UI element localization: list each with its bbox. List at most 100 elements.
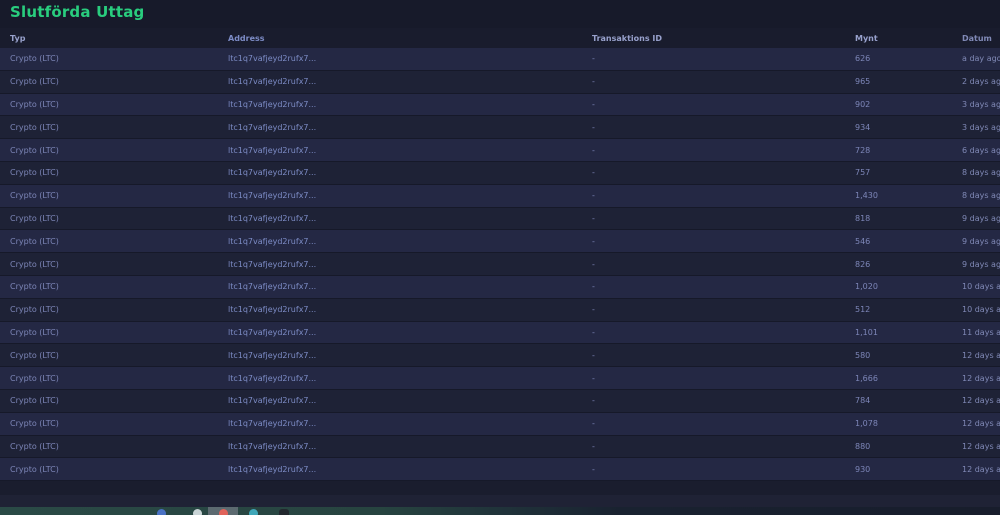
row-cell-mynt: 826	[855, 259, 871, 269]
row-cell-transaktions-id: -	[592, 145, 595, 155]
blue-app-icon[interactable]	[157, 509, 166, 515]
row-cell-address[interactable]: ltc1q7vafjeyd2rufx7...	[228, 145, 317, 155]
column-header-datum[interactable]: Datum	[962, 33, 992, 43]
row-cell-address[interactable]: ltc1q7vafjeyd2rufx7...	[228, 122, 317, 132]
table-row[interactable]: Crypto (LTC) ltc1q7vafjeyd2rufx7... - 1,…	[0, 412, 1000, 436]
row-cell-address[interactable]: ltc1q7vafjeyd2rufx7...	[228, 350, 317, 360]
row-cell-transaktions-id: -	[592, 99, 595, 109]
row-cell-typ: Crypto (LTC)	[10, 236, 59, 246]
row-cell-address[interactable]: ltc1q7vafjeyd2rufx7...	[228, 441, 317, 451]
taskbar[interactable]	[0, 507, 1000, 515]
row-cell-address[interactable]: ltc1q7vafjeyd2rufx7...	[228, 191, 317, 201]
table-row[interactable]: Crypto (LTC) ltc1q7vafjeyd2rufx7... - 82…	[0, 253, 1000, 276]
table-row[interactable]: Crypto (LTC) ltc1q7vafjeyd2rufx7... - 93…	[0, 116, 1000, 140]
table-row[interactable]: Crypto (LTC) ltc1q7vafjeyd2rufx7... - 1,…	[0, 367, 1000, 390]
row-cell-transaktions-id: -	[592, 259, 595, 269]
row-cell-typ: Crypto (LTC)	[10, 191, 59, 201]
table-row[interactable]: Crypto (LTC) ltc1q7vafjeyd2rufx7... - 1,…	[0, 184, 1000, 208]
row-cell-mynt: 934	[855, 122, 871, 132]
row-cell-mynt: 546	[855, 236, 871, 246]
row-cell-address[interactable]: ltc1q7vafjeyd2rufx7...	[228, 419, 317, 429]
row-cell-address[interactable]: ltc1q7vafjeyd2rufx7...	[228, 99, 317, 109]
row-cell-typ: Crypto (LTC)	[10, 396, 59, 406]
row-cell-datum: 8 days ago	[962, 191, 1000, 201]
row-cell-transaktions-id: -	[592, 77, 595, 87]
row-cell-mynt: 512	[855, 305, 871, 315]
row-cell-mynt: 902	[855, 99, 871, 109]
row-cell-address[interactable]: ltc1q7vafjeyd2rufx7...	[228, 373, 317, 383]
row-cell-mynt: 1,430	[855, 191, 878, 201]
row-cell-typ: Crypto (LTC)	[10, 327, 59, 337]
row-cell-datum: 12 days ago	[962, 441, 1000, 451]
table-header-row: Typ Address Transaktions ID Mynt Datum	[0, 28, 1000, 48]
table-row[interactable]: Crypto (LTC) ltc1q7vafjeyd2rufx7... - 96…	[0, 70, 1000, 94]
row-cell-datum: 3 days ago	[962, 122, 1000, 132]
row-cell-address[interactable]: ltc1q7vafjeyd2rufx7...	[228, 236, 317, 246]
table-row[interactable]: Crypto (LTC) ltc1q7vafjeyd2rufx7... - 51…	[0, 298, 1000, 322]
row-cell-address[interactable]: ltc1q7vafjeyd2rufx7...	[228, 54, 317, 64]
row-cell-mynt: 880	[855, 441, 871, 451]
table-row[interactable]: Crypto (LTC) ltc1q7vafjeyd2rufx7... - 81…	[0, 207, 1000, 231]
withdrawals-table: Typ Address Transaktions ID Mynt Datum C…	[0, 28, 1000, 482]
column-header-mynt[interactable]: Mynt	[855, 33, 878, 43]
row-cell-typ: Crypto (LTC)	[10, 282, 59, 292]
row-cell-typ: Crypto (LTC)	[10, 99, 59, 109]
row-cell-typ: Crypto (LTC)	[10, 259, 59, 269]
row-cell-mynt: 1,078	[855, 419, 878, 429]
row-cell-address[interactable]: ltc1q7vafjeyd2rufx7...	[228, 259, 317, 269]
row-cell-address[interactable]: ltc1q7vafjeyd2rufx7...	[228, 168, 317, 178]
row-cell-transaktions-id: -	[592, 168, 595, 178]
column-header-typ[interactable]: Typ	[10, 33, 26, 43]
row-cell-transaktions-id: -	[592, 464, 595, 474]
row-cell-mynt: 818	[855, 213, 871, 223]
row-cell-mynt: 757	[855, 168, 871, 178]
column-header-address[interactable]: Address	[228, 33, 265, 43]
row-cell-address[interactable]: ltc1q7vafjeyd2rufx7...	[228, 213, 317, 223]
row-cell-address[interactable]: ltc1q7vafjeyd2rufx7...	[228, 77, 317, 87]
row-cell-datum: 12 days ago	[962, 396, 1000, 406]
row-cell-datum: 6 days ago	[962, 145, 1000, 155]
table-row[interactable]: Crypto (LTC) ltc1q7vafjeyd2rufx7... - 1,…	[0, 321, 1000, 345]
row-cell-transaktions-id: -	[592, 419, 595, 429]
dark-app-icon[interactable]	[279, 509, 289, 515]
row-cell-address[interactable]: ltc1q7vafjeyd2rufx7...	[228, 396, 317, 406]
row-cell-address[interactable]: ltc1q7vafjeyd2rufx7...	[228, 305, 317, 315]
teal-app-icon[interactable]	[249, 509, 258, 515]
row-cell-datum: 12 days ago	[962, 373, 1000, 383]
table-body: Crypto (LTC) ltc1q7vafjeyd2rufx7... - 62…	[0, 48, 1000, 482]
row-cell-typ: Crypto (LTC)	[10, 145, 59, 155]
active-app-icon[interactable]	[219, 509, 228, 515]
table-row[interactable]: Crypto (LTC) ltc1q7vafjeyd2rufx7... - 93…	[0, 458, 1000, 482]
row-cell-datum: 12 days ago	[962, 350, 1000, 360]
row-cell-transaktions-id: -	[592, 396, 595, 406]
row-cell-transaktions-id: -	[592, 305, 595, 315]
row-cell-typ: Crypto (LTC)	[10, 168, 59, 178]
light-app-icon[interactable]	[193, 509, 202, 515]
row-cell-datum: 2 days ago	[962, 77, 1000, 87]
row-cell-typ: Crypto (LTC)	[10, 373, 59, 383]
table-row[interactable]: Crypto (LTC) ltc1q7vafjeyd2rufx7... - 58…	[0, 344, 1000, 368]
table-row[interactable]: Crypto (LTC) ltc1q7vafjeyd2rufx7... - 78…	[0, 389, 1000, 413]
row-cell-datum: 8 days ago	[962, 168, 1000, 178]
row-cell-mynt: 784	[855, 396, 871, 406]
table-row[interactable]: Crypto (LTC) ltc1q7vafjeyd2rufx7... - 90…	[0, 93, 1000, 117]
row-cell-typ: Crypto (LTC)	[10, 350, 59, 360]
table-row[interactable]: Crypto (LTC) ltc1q7vafjeyd2rufx7... - 54…	[0, 230, 1000, 254]
row-cell-transaktions-id: -	[592, 54, 595, 64]
column-header-transaktions-id[interactable]: Transaktions ID	[592, 33, 663, 43]
table-row[interactable]: Crypto (LTC) ltc1q7vafjeyd2rufx7... - 1,…	[0, 275, 1000, 299]
row-cell-datum: a day ago	[962, 54, 1000, 64]
table-row[interactable]: Crypto (LTC) ltc1q7vafjeyd2rufx7... - 72…	[0, 139, 1000, 162]
table-row[interactable]: Crypto (LTC) ltc1q7vafjeyd2rufx7... - 75…	[0, 161, 1000, 185]
row-cell-datum: 10 days ago	[962, 282, 1000, 292]
row-cell-typ: Crypto (LTC)	[10, 441, 59, 451]
row-cell-mynt: 930	[855, 464, 871, 474]
row-cell-mynt: 1,020	[855, 282, 878, 292]
row-cell-mynt: 626	[855, 54, 871, 64]
table-row[interactable]: Crypto (LTC) ltc1q7vafjeyd2rufx7... - 88…	[0, 435, 1000, 459]
row-cell-address[interactable]: ltc1q7vafjeyd2rufx7...	[228, 464, 317, 474]
row-cell-transaktions-id: -	[592, 236, 595, 246]
row-cell-address[interactable]: ltc1q7vafjeyd2rufx7...	[228, 327, 317, 337]
table-row[interactable]: Crypto (LTC) ltc1q7vafjeyd2rufx7... - 62…	[0, 48, 1000, 71]
row-cell-address[interactable]: ltc1q7vafjeyd2rufx7...	[228, 282, 317, 292]
